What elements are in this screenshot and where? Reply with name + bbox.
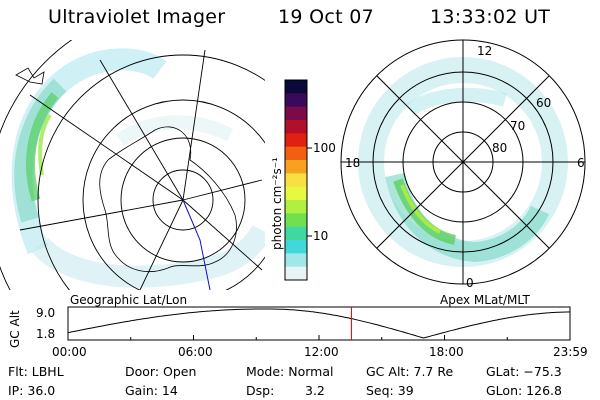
info-glon: GLon: 126.8 bbox=[486, 383, 562, 398]
altitude-axis-label: GC Alt bbox=[8, 310, 22, 348]
colorbar-stripe bbox=[285, 186, 307, 201]
info-mode: Mode: Normal bbox=[246, 364, 334, 379]
time-tick-0600: 06:00 bbox=[178, 345, 213, 359]
mlt-label-6: 6 bbox=[577, 156, 585, 170]
colorbar-stripe bbox=[285, 240, 307, 254]
altitude-tick-1-8: 1.8 bbox=[36, 327, 56, 341]
colorbar-stripe bbox=[285, 200, 307, 214]
info-gc-alt: GC Alt: 7.7 Re bbox=[366, 364, 454, 379]
colorbar-stripe bbox=[285, 146, 307, 161]
info-glat: GLat: −75.3 bbox=[486, 364, 562, 379]
colorbar-unit-label: photon cm⁻²s⁻¹ bbox=[270, 157, 284, 250]
header-date: 19 Oct 07 bbox=[278, 6, 374, 28]
colorbar-stripe bbox=[285, 120, 307, 134]
info-ip: IP: 36.0 bbox=[8, 383, 56, 398]
info-flt: Flt: LBHL bbox=[8, 364, 64, 379]
info-dsp-label: Dsp: bbox=[246, 383, 275, 398]
apex-map bbox=[340, 39, 586, 285]
altitude-plot bbox=[67, 306, 571, 341]
mlt-label-0: 0 bbox=[466, 276, 474, 290]
colorbar-tick-10: 10 bbox=[313, 229, 329, 243]
colorbar-stripe bbox=[285, 80, 307, 94]
colorbar-stripe bbox=[285, 213, 307, 228]
colorbar-stripe bbox=[285, 266, 307, 281]
time-tick-0000: 00:00 bbox=[52, 345, 87, 359]
header-time: 13:33:02 UT bbox=[430, 6, 551, 28]
info-door: Door: Open bbox=[125, 364, 197, 379]
mlt-label-18: 18 bbox=[345, 156, 361, 170]
colorbar-stripe bbox=[285, 160, 307, 174]
colorbar-tick-100: 100 bbox=[313, 141, 336, 155]
apex-map-label: Apex MLat/MLT bbox=[440, 293, 530, 307]
info-seq: Seq: 39 bbox=[366, 383, 414, 398]
colorbar-stripe bbox=[285, 93, 307, 108]
geographic-map-label: Geographic Lat/Lon bbox=[70, 293, 188, 307]
info-dsp-value: 3.2 bbox=[305, 383, 325, 398]
colorbar-stripe bbox=[285, 253, 307, 268]
altitude-tick-9: 9.0 bbox=[36, 306, 56, 320]
time-tick-1800: 18:00 bbox=[429, 345, 464, 359]
colorbar-stripe bbox=[285, 133, 307, 148]
colorbar-stripe bbox=[285, 173, 307, 188]
colorbar-stripe bbox=[285, 226, 307, 241]
lat-label-60: 60 bbox=[536, 96, 552, 110]
time-tick-1200: 12:00 bbox=[304, 345, 339, 359]
header-title: Ultraviolet Imager bbox=[48, 6, 226, 28]
lat-label-80: 80 bbox=[492, 141, 508, 155]
info-gain: Gain: 14 bbox=[125, 383, 178, 398]
lat-label-70: 70 bbox=[510, 119, 526, 133]
mlt-label-12: 12 bbox=[477, 44, 493, 58]
colorbar-stripe bbox=[285, 106, 307, 121]
color-bar bbox=[284, 79, 312, 281]
geographic-map bbox=[0, 40, 265, 290]
time-tick-2359: 23:59 bbox=[553, 345, 588, 359]
